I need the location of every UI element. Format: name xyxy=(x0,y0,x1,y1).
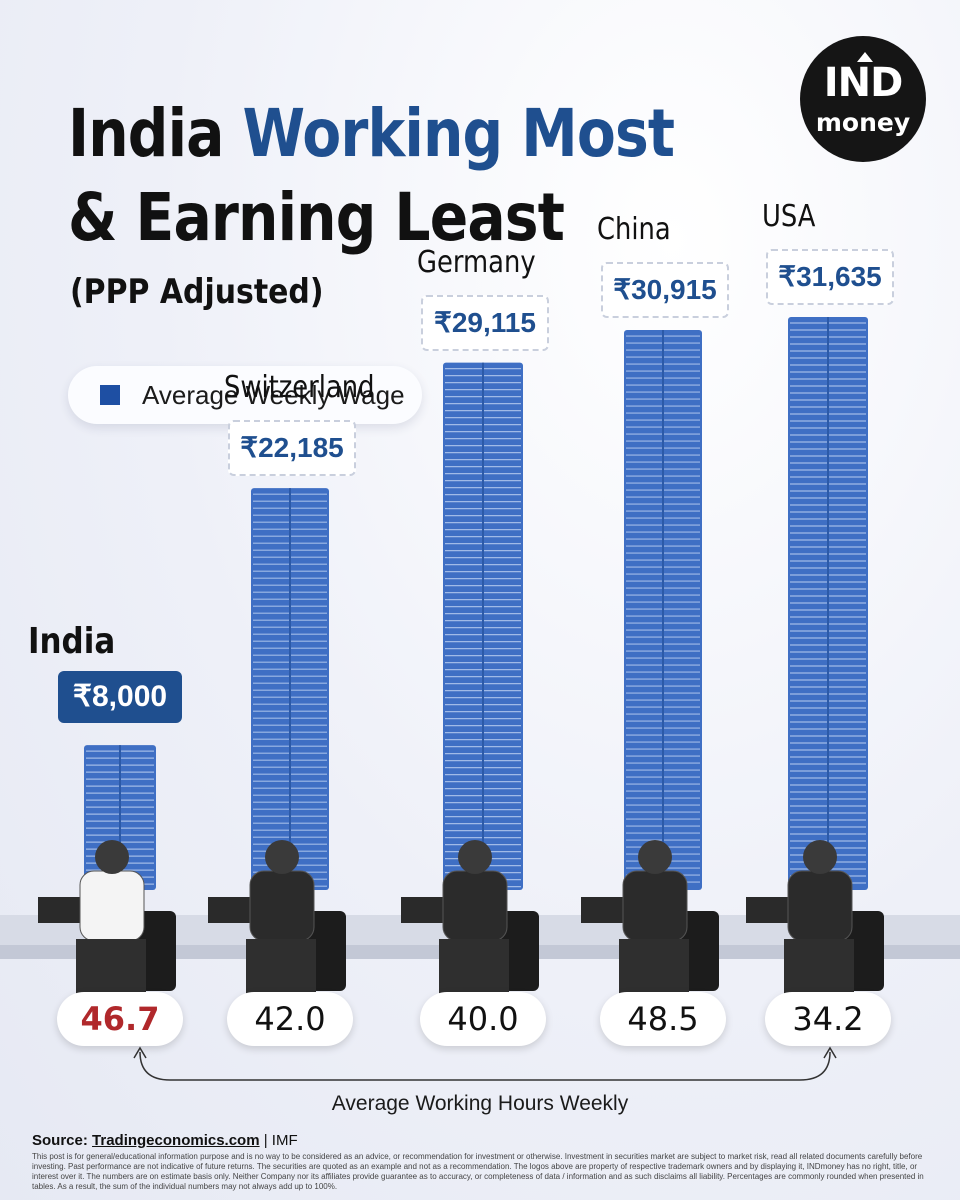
logo-line2: money xyxy=(815,108,911,137)
hours-value-germany: 40.0 xyxy=(420,992,546,1046)
legs xyxy=(439,939,509,999)
head xyxy=(95,840,129,874)
title-line2: & Earning Least xyxy=(68,179,565,256)
up-arrow-icon xyxy=(857,52,873,62)
head xyxy=(638,840,672,874)
worker-germany xyxy=(401,840,539,999)
source-suffix: | IMF xyxy=(259,1132,298,1149)
legend-label: Average Weekly Wage xyxy=(142,380,405,410)
title-highlight: Working Most xyxy=(242,95,676,172)
indmoney-logo: IND money xyxy=(800,36,926,162)
torso xyxy=(249,870,315,942)
bar-usa xyxy=(788,317,868,890)
title-plain: India xyxy=(68,95,243,172)
laptop-icon xyxy=(746,897,790,923)
logo-line1: IND xyxy=(823,60,904,106)
legs xyxy=(619,939,689,999)
head xyxy=(265,840,299,874)
chart-legend: Average Weekly Wage xyxy=(68,366,422,424)
torso xyxy=(442,870,508,942)
hours-value-china: 48.5 xyxy=(600,992,726,1046)
worker-switzerland xyxy=(208,840,346,999)
bar-china xyxy=(624,330,702,890)
wage-label-china: ₹30,915 xyxy=(601,262,729,319)
disclaimer-text: This post is for general/educational inf… xyxy=(32,1152,924,1191)
wage-label-germany: ₹29,115 xyxy=(421,294,549,351)
hours-bracket-line xyxy=(139,1051,831,1081)
legs xyxy=(784,939,854,999)
torso xyxy=(79,870,145,942)
bar-layer xyxy=(84,317,868,890)
wage-label-switzerland: ₹22,185 xyxy=(228,420,356,477)
source-prefix: Source: xyxy=(32,1132,93,1149)
hours-value-usa: 34.2 xyxy=(765,992,891,1046)
torso xyxy=(787,870,853,942)
country-label-india: India xyxy=(28,621,116,663)
laptop-icon xyxy=(401,897,445,923)
source-link[interactable]: Tradingeconomics.com xyxy=(92,1132,260,1149)
page-subtitle: (PPP Adjusted) xyxy=(70,272,324,312)
legs xyxy=(246,939,316,999)
country-label-germany: Germany xyxy=(417,244,536,280)
worker-usa xyxy=(746,840,884,999)
worker-china xyxy=(581,840,719,999)
hours-value-india: 46.7 xyxy=(57,992,183,1046)
hours-bracket xyxy=(133,1046,837,1081)
bracket-arrow-left xyxy=(133,1046,147,1059)
bracket-arrow-right xyxy=(823,1046,837,1059)
hours-axis-label: Average Working Hours Weekly xyxy=(331,1092,629,1115)
source-line: Source: Tradingeconomics.com | IMF xyxy=(32,1132,298,1149)
country-label-china: China xyxy=(597,212,671,248)
laptop-icon xyxy=(38,897,82,923)
legs xyxy=(76,939,146,999)
bar-germany xyxy=(443,362,523,890)
laptop-icon xyxy=(581,897,625,923)
head xyxy=(458,840,492,874)
wage-label-usa: ₹31,635 xyxy=(766,249,894,305)
torso xyxy=(622,870,688,942)
wage-label-india: ₹8,000 xyxy=(58,671,182,724)
country-label-usa: USA xyxy=(762,199,816,234)
country-label-switzerland: Switzerland xyxy=(224,370,375,406)
laptop-icon xyxy=(208,897,252,923)
legend-swatch xyxy=(100,385,120,405)
hours-value-switzerland: 42.0 xyxy=(227,992,353,1046)
worker-layer xyxy=(38,840,884,999)
head xyxy=(803,840,837,874)
bar-switzerland xyxy=(251,488,329,890)
page-title: India Working Most & Earning Least xyxy=(68,92,676,260)
worker-india xyxy=(38,840,176,999)
